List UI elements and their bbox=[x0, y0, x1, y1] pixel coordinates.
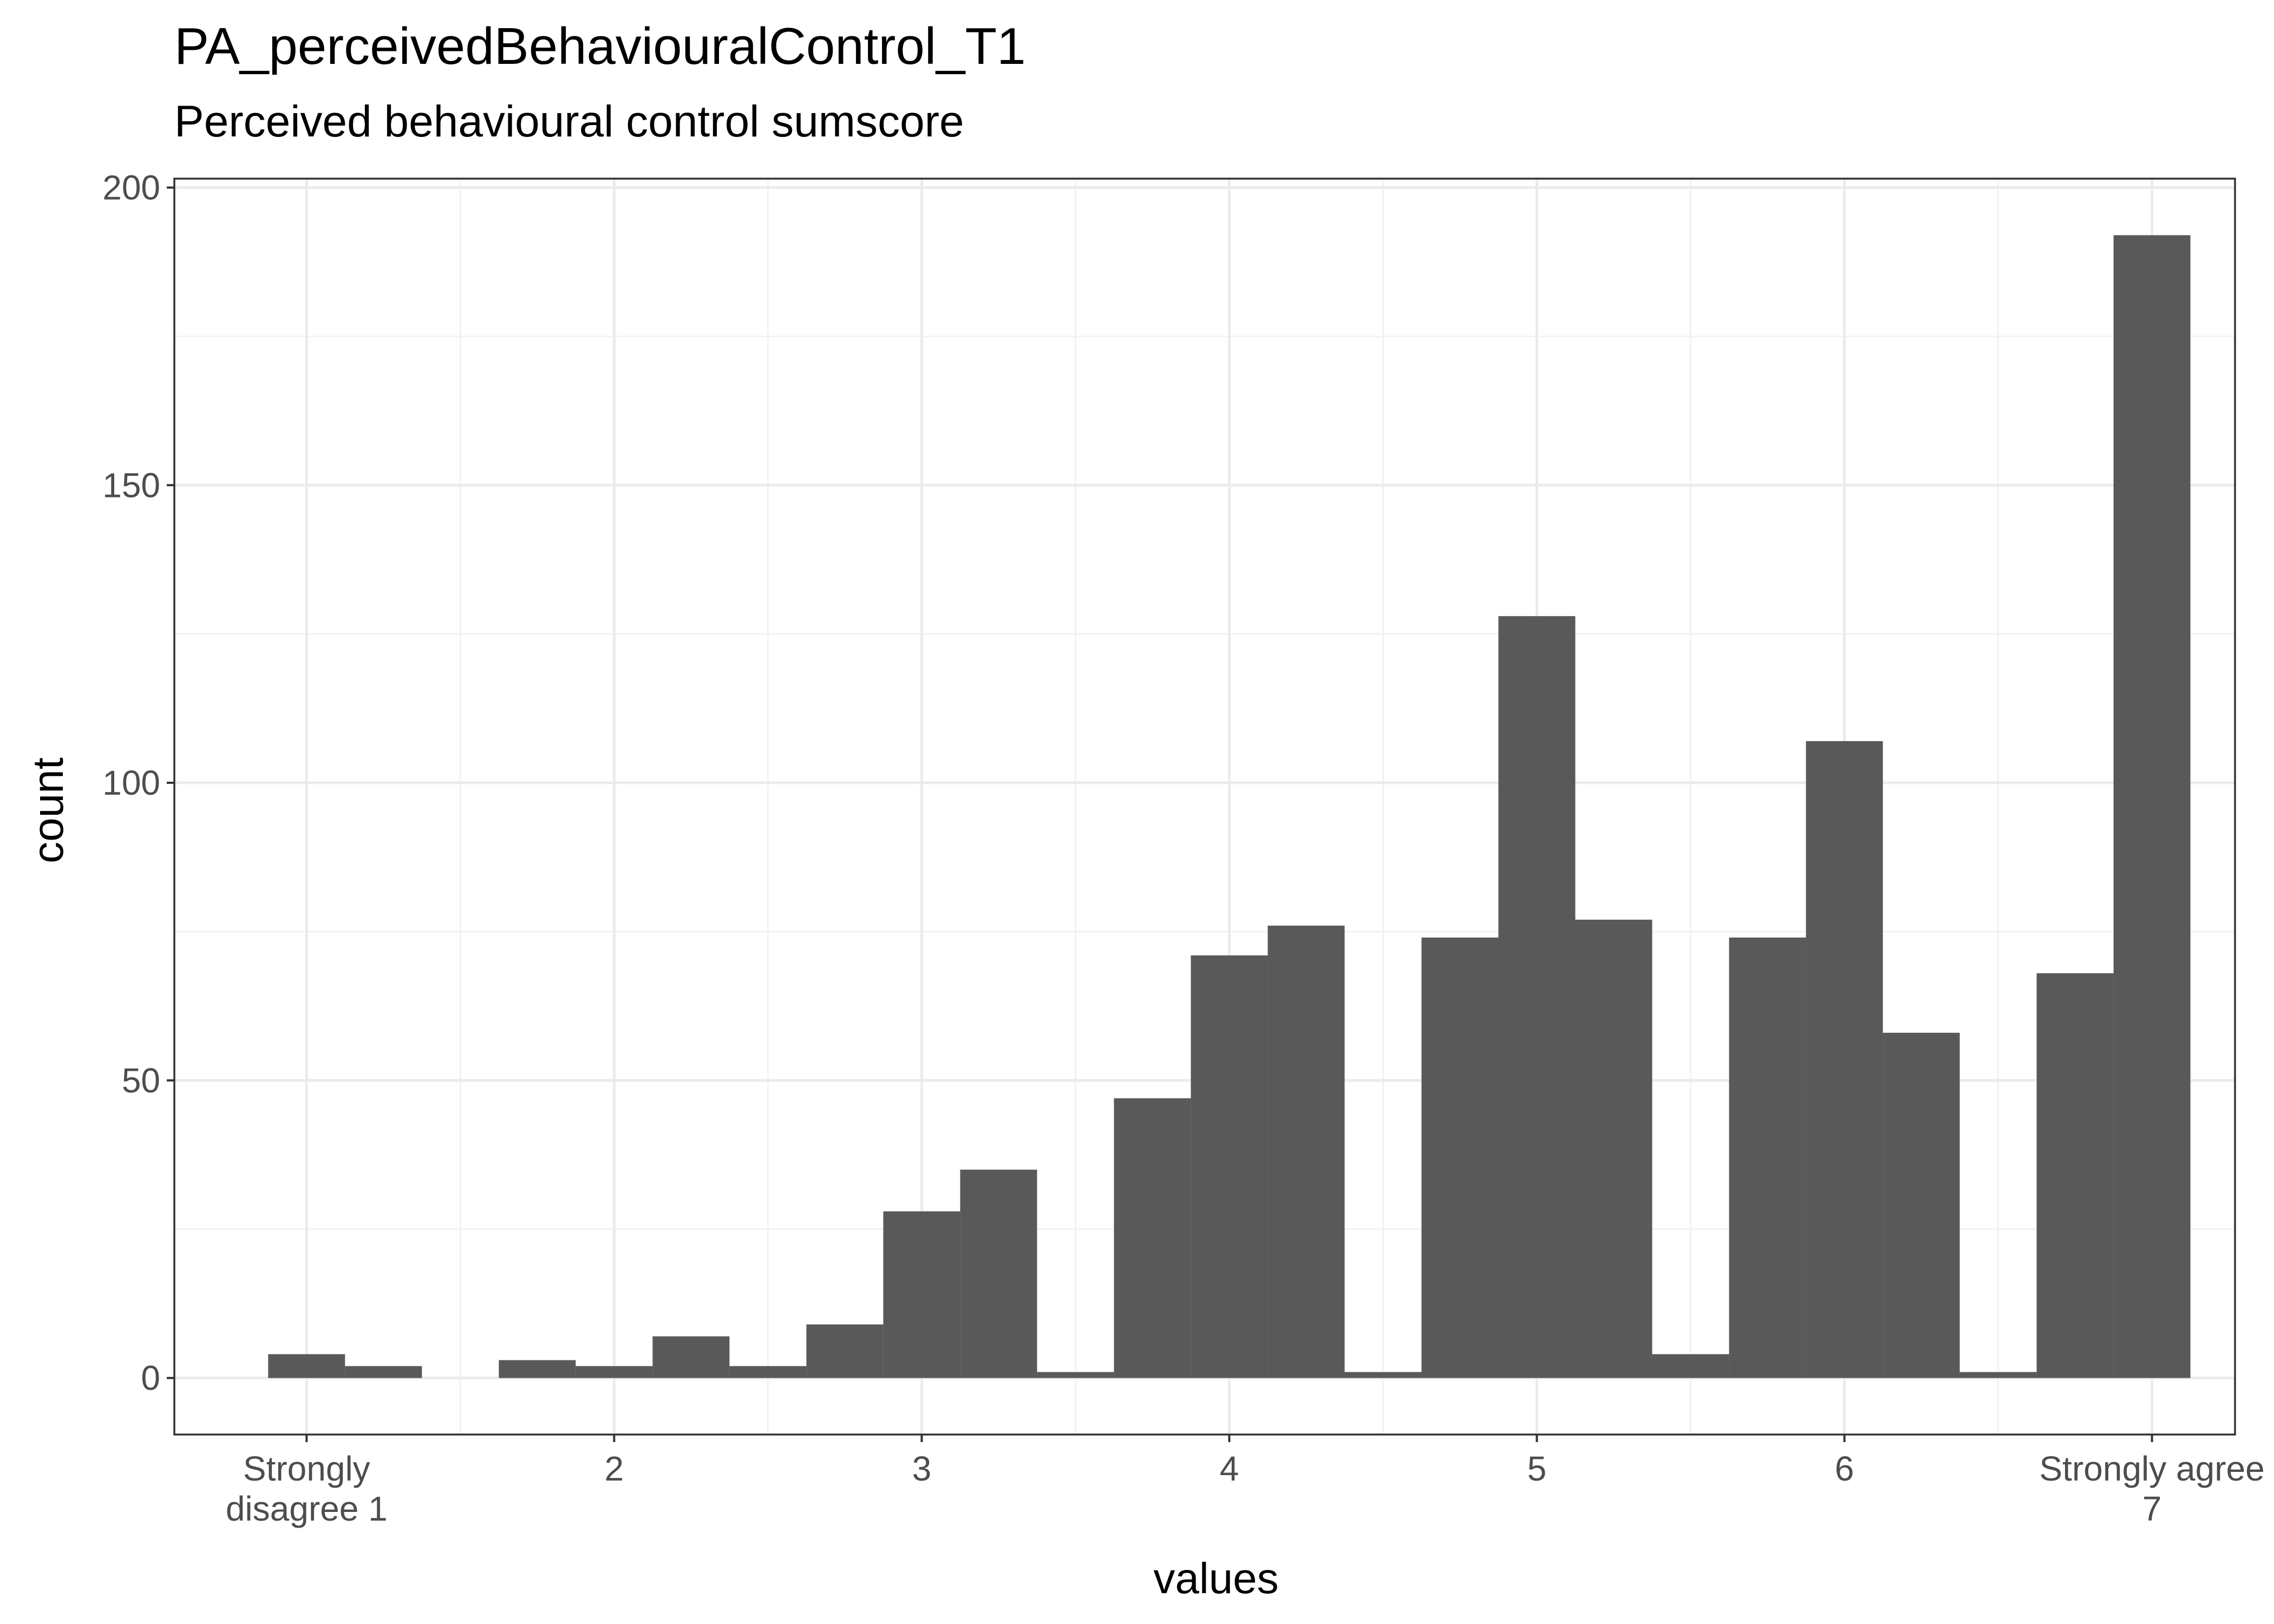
histogram-bar bbox=[345, 1366, 422, 1378]
plot-panel bbox=[173, 178, 2236, 1436]
histogram-bar bbox=[960, 1169, 1037, 1378]
x-tick-label-line: 5 bbox=[1527, 1449, 1547, 1488]
histogram-bar bbox=[1729, 937, 1806, 1378]
histogram-bar bbox=[2036, 973, 2114, 1378]
minor-gridlines bbox=[174, 179, 2235, 1435]
histogram-bars bbox=[268, 235, 2191, 1378]
x-tick-label: 4 bbox=[1220, 1449, 1239, 1488]
x-axis: Strongly disagree 1 2 3 4 5 6 Strongly agree 7 bbox=[226, 1435, 2265, 1528]
x-tick-label: Strongly disagree 1 bbox=[226, 1449, 388, 1528]
histogram-bar bbox=[652, 1336, 730, 1378]
x-axis-title: values bbox=[1153, 1554, 1278, 1602]
x-tick-label-line: Strongly agree bbox=[2039, 1449, 2264, 1488]
histogram-bar bbox=[1575, 919, 1652, 1378]
chart-title: PA_perceivedBehaviouralControl_T1 bbox=[174, 17, 1025, 75]
y-tick-label: 150 bbox=[102, 466, 160, 505]
y-tick-label: 200 bbox=[102, 168, 160, 207]
histogram-bar bbox=[1114, 1098, 1191, 1378]
histogram-bar bbox=[1959, 1372, 2037, 1378]
x-tick-label-line: 4 bbox=[1220, 1449, 1239, 1488]
x-tick-label: Strongly agree 7 bbox=[2039, 1449, 2264, 1528]
histogram-bar bbox=[883, 1211, 960, 1378]
y-axis-title: count bbox=[24, 757, 72, 863]
histogram-bar bbox=[1267, 925, 1345, 1378]
x-tick-label: 2 bbox=[605, 1449, 624, 1488]
panel-border bbox=[173, 178, 2236, 1436]
histogram-bar bbox=[1806, 741, 1883, 1378]
histogram-bar bbox=[1037, 1372, 1114, 1378]
y-axis: 0 50 100 150 200 bbox=[102, 168, 174, 1398]
histogram-bar bbox=[1883, 1032, 1960, 1378]
histogram-bar bbox=[268, 1354, 345, 1378]
histogram-bar bbox=[2113, 235, 2191, 1378]
histogram-bar bbox=[1421, 937, 1499, 1378]
histogram-bar bbox=[729, 1366, 807, 1378]
y-tick-label: 100 bbox=[102, 763, 160, 802]
chart-subtitle: Perceived behavioural control sumscore bbox=[174, 97, 964, 146]
x-tick-label-line: 3 bbox=[912, 1449, 932, 1488]
x-tick-label-line: 7 bbox=[2142, 1489, 2162, 1528]
x-tick-label: 3 bbox=[912, 1449, 932, 1488]
x-tick-label-line: 6 bbox=[1835, 1449, 1854, 1488]
histogram-bar bbox=[1498, 616, 1576, 1378]
x-tick-label-line: Strongly bbox=[243, 1449, 370, 1488]
y-tick-label: 0 bbox=[141, 1359, 160, 1398]
x-tick-label: 6 bbox=[1835, 1449, 1854, 1488]
x-tick-label-line: 2 bbox=[605, 1449, 624, 1488]
histogram-bar bbox=[806, 1324, 884, 1378]
histogram-bar bbox=[1191, 955, 1268, 1378]
histogram-bar bbox=[499, 1360, 576, 1378]
x-tick-label-line: disagree 1 bbox=[226, 1489, 388, 1528]
histogram-bar bbox=[1344, 1372, 1422, 1378]
histogram-bar bbox=[576, 1366, 653, 1378]
histogram-bar bbox=[1652, 1354, 1729, 1378]
x-tick-label: 5 bbox=[1527, 1449, 1547, 1488]
y-tick-label: 50 bbox=[122, 1061, 160, 1100]
